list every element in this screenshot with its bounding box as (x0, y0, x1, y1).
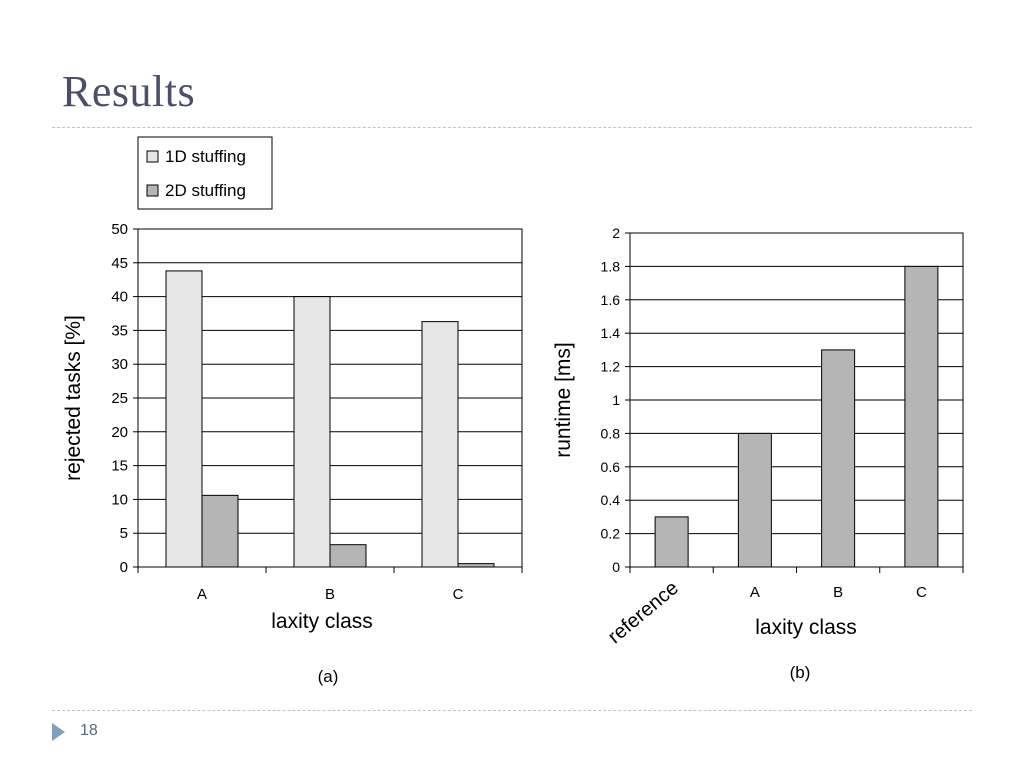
y-tick-label: 10 (111, 491, 128, 508)
y-tick-label: 1.2 (601, 359, 621, 375)
bar-2d-stuffing-a (201, 494, 239, 568)
legend-box (137, 136, 273, 210)
x-category-label: A (197, 586, 207, 603)
y-axis-label: runtime [ms] (552, 342, 575, 458)
x-axis-label: laxity class (755, 616, 857, 639)
y-tick-label: 15 (111, 458, 128, 475)
y-tick-label: 0.6 (601, 459, 621, 475)
y-tick-label: 20 (111, 424, 128, 441)
bar-1d-stuffing-b (293, 296, 331, 568)
x-category-label: reference (604, 577, 683, 648)
bar-runtime-b (821, 349, 856, 568)
y-tick-label: 2 (612, 225, 620, 241)
y-tick-label: 0 (612, 559, 620, 575)
bar-runtime-reference (654, 516, 689, 568)
x-category-label: C (453, 586, 464, 603)
bar-runtime-c (904, 265, 939, 568)
y-tick-label: 0 (120, 559, 128, 576)
title-divider (52, 127, 972, 128)
page-number: 18 (80, 722, 98, 739)
bar-2d-stuffing-b (329, 544, 367, 568)
legend-swatch (146, 150, 159, 163)
chart-caption: (a) (318, 667, 339, 686)
x-axis-label: laxity class (271, 610, 373, 633)
chart-caption: (b) (790, 663, 811, 682)
x-category-label: B (833, 584, 843, 601)
y-tick-label: 1.4 (601, 325, 621, 341)
y-tick-label: 40 (111, 289, 128, 306)
x-category-label: C (916, 584, 927, 601)
y-axis-label: rejected tasks [%] (62, 315, 85, 481)
y-tick-label: 0.8 (601, 425, 621, 441)
legend-entry: 2D stuffing (165, 181, 246, 200)
legend-entry: 1D stuffing (165, 147, 246, 166)
y-tick-label: 50 (111, 221, 128, 238)
y-tick-label: 1.6 (601, 292, 621, 308)
x-category-label: A (750, 584, 760, 601)
footer-triangle-icon (52, 723, 65, 741)
y-tick-label: 35 (111, 322, 128, 339)
y-tick-label: 0.4 (601, 492, 621, 508)
y-tick-label: 1 (612, 392, 620, 408)
y-tick-label: 25 (111, 390, 128, 407)
legend-swatch (146, 184, 159, 197)
footer-divider (52, 710, 972, 711)
y-tick-label: 30 (111, 356, 128, 373)
bar-2d-stuffing-c (457, 563, 495, 568)
bar-runtime-a (737, 432, 772, 568)
slide-title: Results (62, 67, 196, 116)
x-category-label: B (325, 586, 335, 603)
y-tick-label: 0.2 (601, 526, 621, 542)
bar-1d-stuffing-a (165, 270, 203, 568)
bar-1d-stuffing-c (421, 321, 459, 568)
y-tick-label: 5 (120, 525, 128, 542)
y-tick-label: 45 (111, 255, 128, 272)
y-tick-label: 1.8 (601, 258, 621, 274)
